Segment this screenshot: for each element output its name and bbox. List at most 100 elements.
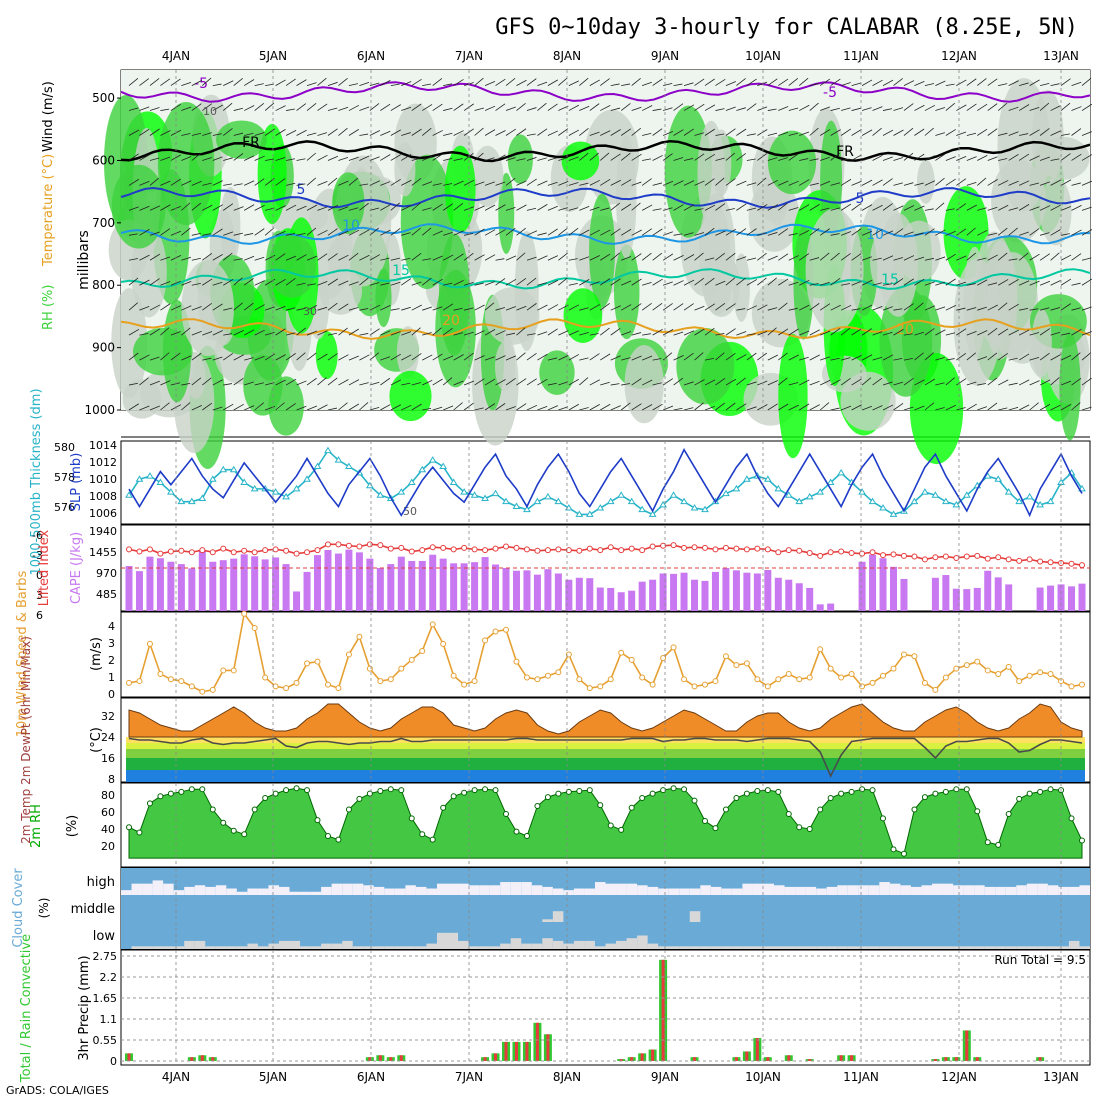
- wind-barb: [977, 406, 988, 411]
- cloud-cell: [689, 911, 701, 922]
- cloud-cell: [521, 882, 532, 895]
- thickness-point: [585, 510, 594, 517]
- wind-barb: [296, 405, 307, 411]
- wind-barb: [474, 355, 485, 361]
- wind-barb: [704, 78, 715, 86]
- precip-conv-bar: [504, 1041, 508, 1061]
- lifted-index-point: [701, 544, 708, 551]
- wind-barb: [348, 229, 360, 236]
- wind-speed-point: [461, 681, 468, 688]
- precip-conv-bar: [766, 1057, 770, 1061]
- cloud-cell: [605, 943, 617, 949]
- wind-barb: [767, 204, 778, 211]
- wind-barb: [170, 331, 181, 336]
- cape-bar: [879, 558, 887, 611]
- lifted-index-point: [932, 554, 939, 561]
- wind-barb: [903, 103, 914, 111]
- wind-barb: [589, 379, 600, 386]
- lifted-index-point: [1016, 557, 1023, 564]
- wind-barb: [139, 78, 150, 86]
- wind-barb: [809, 228, 820, 236]
- precip-conv-bar: [1038, 1057, 1042, 1061]
- cloud-cell: [626, 883, 638, 895]
- lifted-index-point: [157, 550, 164, 557]
- wind-barb: [568, 304, 580, 311]
- wind-barb: [1060, 380, 1072, 386]
- wind-barb: [935, 382, 945, 386]
- wind-barb: [286, 158, 296, 161]
- wind-barb: [390, 228, 401, 236]
- wind-barb: [600, 78, 610, 86]
- wind-barb: [348, 129, 359, 136]
- rh2m-unit-label: (%): [65, 815, 80, 838]
- temp-unit-label: (°C): [89, 727, 104, 753]
- wind-barb: [202, 182, 212, 186]
- wind-speed-point: [534, 676, 541, 683]
- wind-barb: [128, 352, 139, 361]
- wind-barb: [652, 329, 663, 336]
- rh2m-point: [796, 824, 803, 831]
- wind-barb: [694, 180, 705, 186]
- wind-barb: [422, 258, 432, 261]
- rh-shade-cell: [767, 130, 817, 195]
- wind-barb: [244, 180, 255, 186]
- wind-barb: [296, 129, 307, 136]
- wind-barb: [746, 257, 757, 261]
- wind-barb: [212, 228, 223, 236]
- wind-barb: [746, 133, 756, 136]
- wind-speed-point: [429, 621, 436, 628]
- cape-bar: [575, 577, 583, 611]
- wind-barb: [830, 129, 841, 136]
- wind-speed-point: [974, 658, 981, 665]
- wind-barb: [820, 330, 831, 336]
- wind-barb: [778, 157, 788, 161]
- wind-barb: [610, 278, 621, 286]
- wind-barb: [914, 80, 925, 86]
- cloud-cell: [257, 946, 269, 949]
- wind-barb: [610, 202, 621, 211]
- wind-barb: [516, 227, 526, 236]
- wind-barb: [1071, 182, 1081, 186]
- cape-bar: [952, 588, 960, 611]
- wind-barb: [935, 329, 946, 336]
- wind-barb: [558, 128, 569, 136]
- wind-barb: [422, 354, 433, 361]
- wind-barb: [254, 132, 265, 136]
- thickness-point: [125, 491, 133, 498]
- cape-bar: [858, 561, 866, 611]
- wind-barb: [128, 403, 140, 411]
- wind-barb: [1018, 379, 1030, 386]
- wind-barb: [317, 377, 327, 386]
- wind-barb: [882, 108, 893, 111]
- thickness-point: [921, 488, 929, 495]
- wind-barb: [903, 152, 914, 161]
- wind-barb: [652, 108, 662, 111]
- wind-barb: [642, 133, 652, 136]
- cape-bar: [764, 569, 772, 611]
- cloud-cell: [415, 946, 427, 949]
- wind-barb: [945, 332, 956, 336]
- wind-barb: [683, 330, 695, 336]
- cloud-cell: [436, 883, 448, 895]
- wind-barb: [275, 79, 286, 86]
- wind-barb: [537, 157, 547, 161]
- wind-barb: [568, 182, 579, 186]
- thickness-point: [889, 510, 898, 517]
- cloud-cell: [173, 946, 185, 949]
- wind-barb: [244, 233, 254, 236]
- cloud-cell: [194, 940, 206, 949]
- wind-barb: [285, 403, 296, 411]
- lifted-index-point: [241, 547, 248, 554]
- wind-barb: [956, 228, 967, 236]
- cloud-cell: [552, 888, 564, 895]
- temp-area: [128, 703, 1083, 738]
- wind-barb: [683, 82, 694, 86]
- wind-barb: [621, 331, 632, 336]
- rh2m-point: [660, 787, 667, 794]
- wind-barb: [359, 277, 369, 286]
- day-label-top: 5JAN: [259, 49, 287, 63]
- wind-barb: [987, 206, 998, 211]
- wind-speed-point: [1037, 669, 1044, 676]
- cloud-cell: [142, 946, 153, 949]
- cloud-cell: [184, 886, 195, 895]
